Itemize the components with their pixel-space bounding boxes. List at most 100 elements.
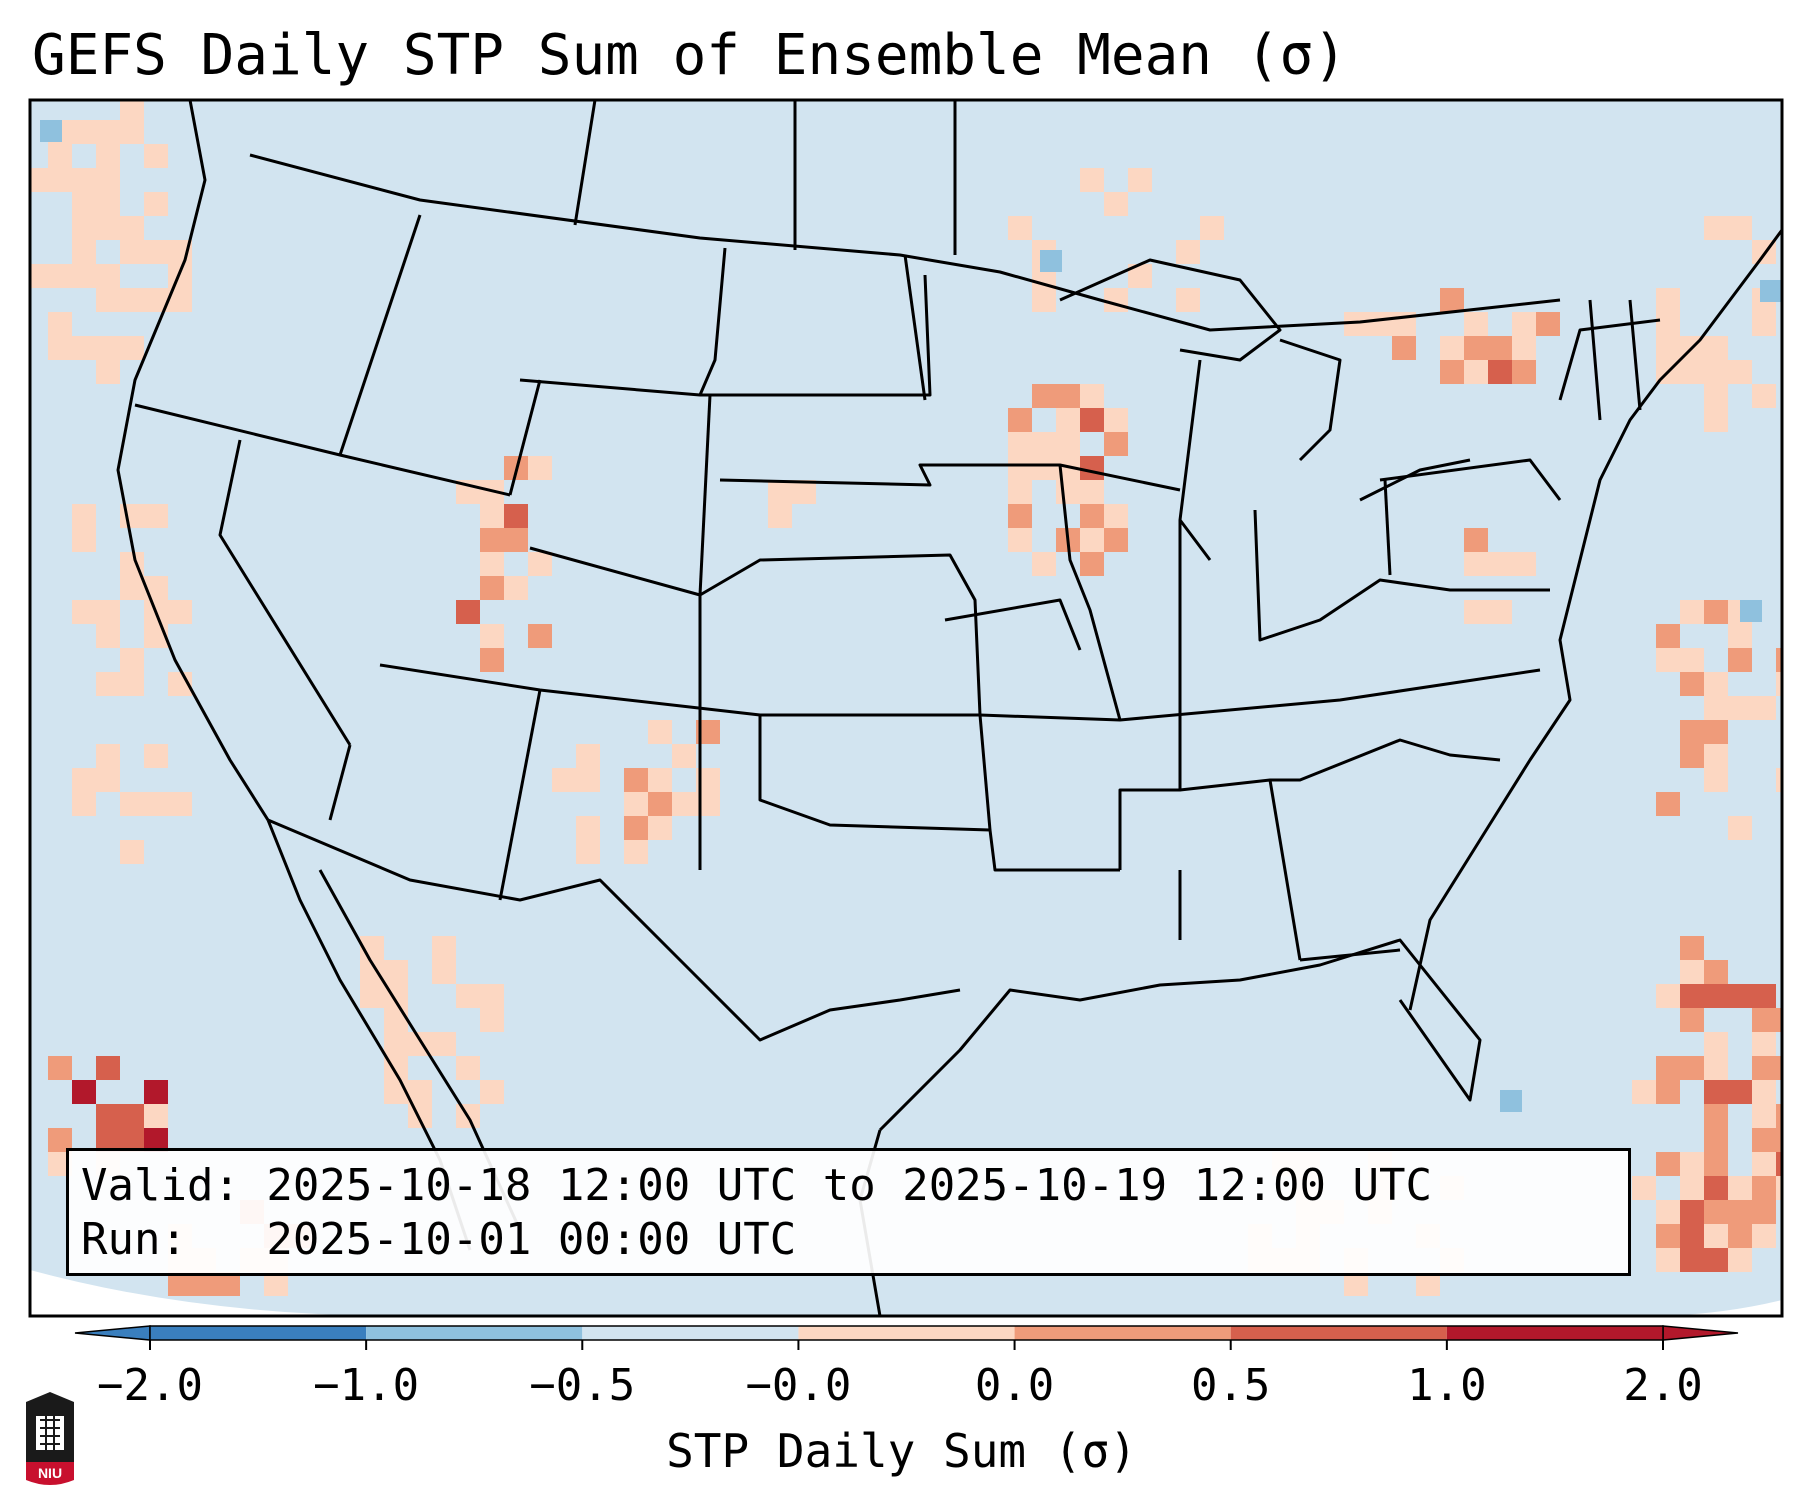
stp-cell — [1008, 216, 1032, 240]
stp-cell — [144, 144, 168, 168]
stp-cell — [792, 480, 816, 504]
stp-cell — [1680, 1056, 1704, 1080]
chart-title: GEFS Daily STP Sum of Ensemble Mean (σ) — [32, 23, 1347, 88]
stp-cell — [1704, 1056, 1728, 1080]
colorbar-extend-low — [74, 1325, 151, 1341]
stp-cell — [264, 1272, 288, 1296]
stp-cell — [48, 1056, 72, 1080]
stp-cell — [1728, 216, 1752, 240]
stp-cell — [96, 264, 120, 288]
stp-cell — [1032, 552, 1056, 576]
colorbar-extend-high — [1662, 1325, 1739, 1341]
stp-cell — [1704, 696, 1728, 720]
stp-cell — [1728, 816, 1752, 840]
stp-cell — [1080, 168, 1104, 192]
stp-cell — [1752, 384, 1776, 408]
stp-cell — [1104, 432, 1128, 456]
stp-cell — [624, 840, 648, 864]
niu-logo: NIU — [26, 1392, 74, 1485]
stp-cell — [72, 240, 96, 264]
colorbar-segment — [366, 1326, 583, 1340]
stp-cell — [120, 792, 144, 816]
colorbar-label: STP Daily Sum (σ) — [666, 1424, 1137, 1478]
stp-cell — [504, 528, 528, 552]
state-borders — [116, 100, 1782, 1316]
stp-cell — [432, 1032, 456, 1056]
stp-cell — [1056, 408, 1080, 432]
stp-cell — [768, 504, 792, 528]
stp-cell — [1416, 1272, 1440, 1296]
stp-cell — [40, 120, 62, 142]
stp-cell — [1104, 528, 1128, 552]
stp-cell — [1040, 250, 1062, 272]
stp-cell — [648, 720, 672, 744]
stp-cell — [144, 504, 168, 528]
stp-cell — [48, 168, 72, 192]
colorbar-outline — [149, 1325, 1664, 1341]
stp-cell — [480, 576, 504, 600]
stp-cell — [1776, 1128, 1782, 1152]
stp-cell — [96, 1104, 120, 1128]
stp-cell — [1680, 600, 1704, 624]
stp-cell — [1704, 360, 1728, 384]
stp-cell — [1704, 1200, 1728, 1224]
stp-cell — [30, 264, 48, 288]
stp-cell — [624, 816, 648, 840]
stp-cell — [1488, 336, 1512, 360]
stp-cell — [144, 192, 168, 216]
stp-cell — [384, 1032, 408, 1056]
stp-cell — [1728, 360, 1752, 384]
stp-cell — [1752, 1152, 1776, 1176]
stp-cell — [672, 792, 696, 816]
stp-cell — [1728, 1200, 1752, 1224]
stp-cell — [1104, 504, 1128, 528]
stp-cell — [1464, 528, 1488, 552]
stp-cell — [1752, 1080, 1776, 1104]
stp-cell — [1776, 648, 1782, 672]
stp-cell — [1032, 384, 1056, 408]
stp-cell — [1728, 1176, 1752, 1200]
stp-cell — [384, 960, 408, 984]
colorbar-tick-label: 0.5 — [1190, 1360, 1271, 1411]
stp-cell — [1704, 1176, 1728, 1200]
stp-cell — [1680, 936, 1704, 960]
stp-cell — [1752, 1056, 1776, 1080]
stp-cell — [576, 768, 600, 792]
stp-cell — [1656, 1224, 1680, 1248]
stp-cell — [120, 672, 144, 696]
stp-cell — [1080, 552, 1104, 576]
stp-cell — [96, 288, 120, 312]
stp-cell — [72, 336, 96, 360]
stp-cell — [1680, 1008, 1704, 1032]
stp-cell — [144, 744, 168, 768]
stp-cell — [1632, 1080, 1656, 1104]
stp-cell — [1080, 384, 1104, 408]
stp-cell — [504, 576, 528, 600]
stp-cell — [1680, 648, 1704, 672]
stp-cell — [96, 120, 120, 144]
stp-cell — [120, 216, 144, 240]
stp-cell — [648, 816, 672, 840]
stp-cell — [1368, 312, 1392, 336]
stp-cell — [1656, 1152, 1680, 1176]
stp-cell — [96, 672, 120, 696]
stp-cell — [72, 216, 96, 240]
stp-cell — [1080, 456, 1104, 480]
stp-cell — [1704, 720, 1728, 744]
stp-cell — [624, 768, 648, 792]
stp-cell — [72, 264, 96, 288]
stp-cell — [1104, 408, 1128, 432]
stp-cell — [1752, 1224, 1776, 1248]
stp-cell — [96, 216, 120, 240]
stp-cell — [168, 792, 192, 816]
stp-cell — [120, 288, 144, 312]
stp-cell — [1680, 984, 1704, 1008]
stp-cell — [1656, 336, 1680, 360]
stp-cell — [1776, 768, 1782, 792]
colorbar-tick-label: −0.5 — [529, 1360, 636, 1411]
stp-cell — [1080, 408, 1104, 432]
stp-cell — [1776, 672, 1782, 696]
stp-cell — [1656, 624, 1680, 648]
stp-cell — [576, 744, 600, 768]
run-line: Run: 2025-10-01 00:00 UTC — [81, 1214, 797, 1265]
